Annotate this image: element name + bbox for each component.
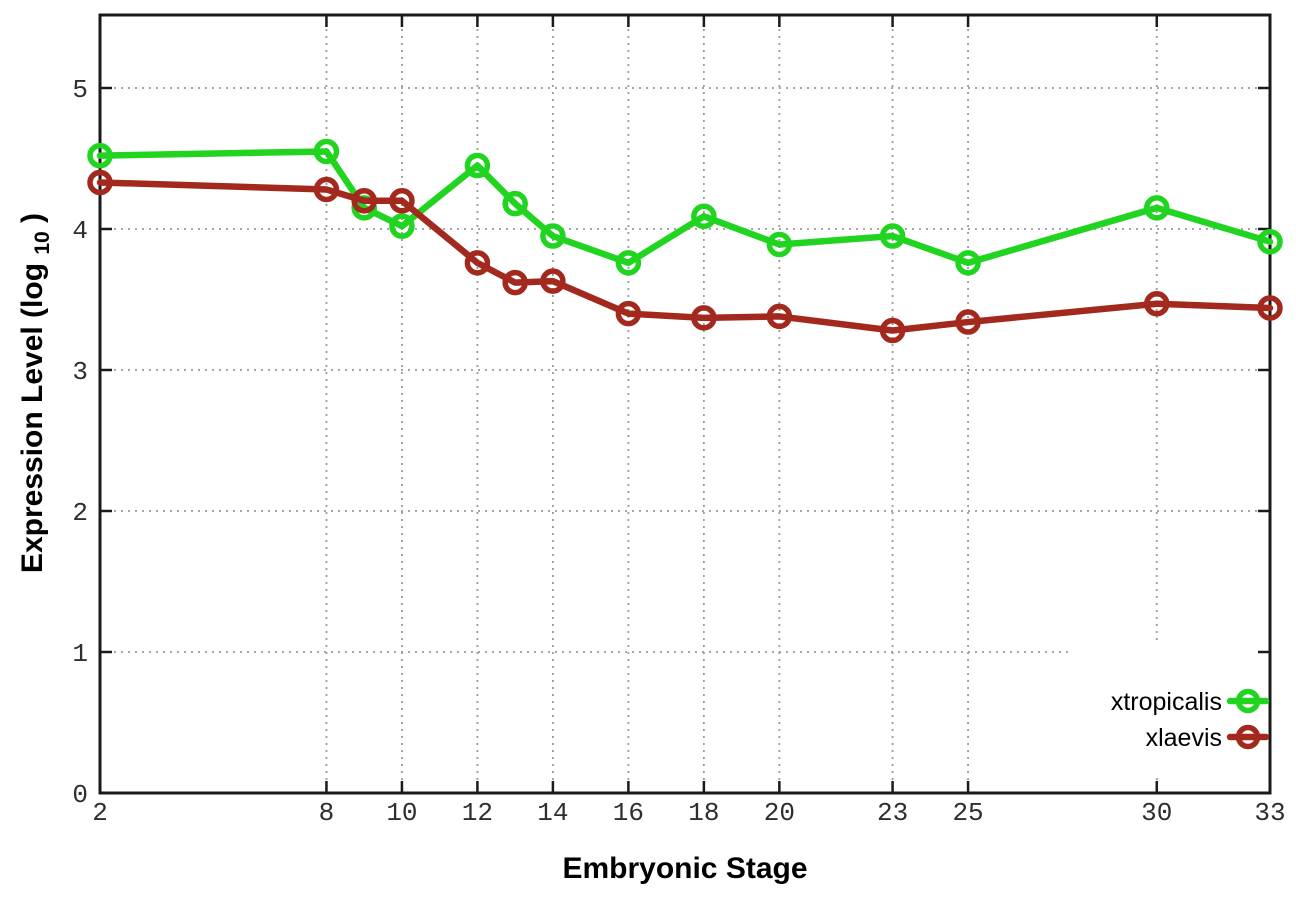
data-point-xtropicalis (766, 231, 793, 258)
data-point-xtropicalis (464, 152, 491, 179)
y-tick-label: 3 (72, 357, 88, 387)
data-point-xlaevis (766, 303, 793, 330)
series-line-xlaevis (96, 179, 1274, 334)
legend-sample-xtropicalis (1226, 688, 1270, 714)
x-tick-label: 30 (1141, 798, 1172, 828)
legend-sample-marker (1235, 724, 1261, 750)
legend-sample-marker (1235, 688, 1261, 714)
data-point-xtropicalis (955, 250, 981, 276)
y-tick-label: 5 (72, 75, 88, 105)
x-tick-label: 12 (462, 798, 493, 828)
y-tick-label: 4 (72, 216, 88, 246)
data-point-xlaevis (464, 250, 491, 276)
data-point-xlaevis (879, 317, 906, 344)
plot-border (98, 13, 1272, 795)
data-point-xlaevis (1144, 290, 1170, 317)
data-point-xlaevis (615, 300, 642, 327)
x-tick-label: 10 (386, 798, 417, 828)
x-tick-label: 8 (319, 798, 335, 828)
legend-label-xtropicalis: xtropicalis (1111, 688, 1222, 716)
x-tick-label: 25 (952, 798, 983, 828)
data-point-xtropicalis (879, 223, 906, 249)
data-point-xlaevis (313, 176, 340, 203)
data-point-xlaevis (389, 188, 415, 214)
legend-background (1068, 645, 1266, 777)
y-axis-title-main: Expression Level (log (16, 263, 49, 573)
data-point-xtropicalis (389, 213, 415, 239)
x-tick-label: 20 (764, 798, 795, 828)
y-axis-title-suffix: ) (16, 213, 49, 223)
data-point-xtropicalis (540, 223, 566, 249)
x-tick-label: 16 (613, 798, 644, 828)
data-point-xtropicalis (502, 190, 528, 217)
x-tick-label: 18 (688, 798, 719, 828)
data-point-xtropicalis (313, 138, 340, 165)
y-tick-label: 2 (72, 498, 88, 528)
y-tick-label: 1 (72, 639, 88, 669)
data-point-xlaevis (1257, 295, 1283, 321)
data-point-xlaevis (955, 309, 981, 335)
data-point-xlaevis (540, 268, 566, 294)
y-axis-title-subscript: 10 (31, 231, 54, 254)
data-point-xtropicalis (1144, 195, 1170, 221)
data-point-xtropicalis (87, 142, 113, 169)
data-point-xlaevis (351, 188, 377, 214)
legend-label-xlaevis: xlaevis (1146, 724, 1222, 752)
series-line-xtropicalis (96, 148, 1274, 267)
y-tick-label: 0 (72, 780, 88, 810)
x-tick-label: 2 (92, 798, 108, 828)
data-point-xlaevis (691, 305, 717, 331)
data-series (87, 138, 1283, 344)
data-point-xlaevis (87, 169, 113, 196)
x-axis-title: Embryonic Stage (562, 852, 807, 885)
x-tick-label: 33 (1254, 798, 1285, 828)
data-point-xtropicalis (1257, 228, 1283, 255)
plot-frame (98, 13, 1272, 795)
data-point-xtropicalis (691, 203, 717, 230)
y-axis-title: Expression Level (log 10 ) (16, 213, 56, 573)
legend: xtropicalis xlaevis (1111, 688, 1270, 752)
data-point-xlaevis (502, 269, 528, 296)
y-tick-labels: 0 1 2 3 4 5 (72, 75, 88, 810)
x-tick-label: 14 (537, 798, 568, 828)
x-tick-label: 23 (877, 798, 908, 828)
legend-sample-xlaevis (1226, 724, 1270, 750)
data-point-xtropicalis (615, 250, 642, 276)
x-tick-labels: 2 8 10 12 14 16 18 20 23 25 30 33 (92, 798, 1285, 828)
